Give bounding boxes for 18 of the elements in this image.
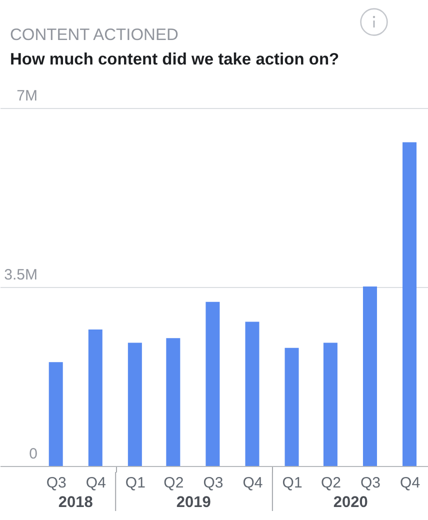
x-tick-label: Q1 [125,474,146,492]
text: 2019 [176,494,212,511]
x-tick-label: Q3 [360,474,380,492]
y-tick-label: 3.5M [4,266,38,284]
x-tick-label: Q3 [46,474,66,492]
chart-subtitle: How much content did we take action on? [10,50,340,68]
x-tick-label: Q2 [320,474,341,492]
x-tick-label: Q4 [242,474,263,492]
x-tick-label: Q3 [203,474,224,492]
y-tick-label: 0 [29,446,38,462]
x-tick-label: Q2 [164,474,184,492]
x-tick-label: Q1 [282,474,302,492]
chart-title: CONTENT ACTIONED [10,26,178,44]
y-tick-label: 7M [16,88,38,104]
text: 2018 [58,494,94,511]
x-tick-label: Q4 [86,474,106,492]
x-tick-label: Q4 [400,474,420,492]
text: 2020 [333,494,368,511]
